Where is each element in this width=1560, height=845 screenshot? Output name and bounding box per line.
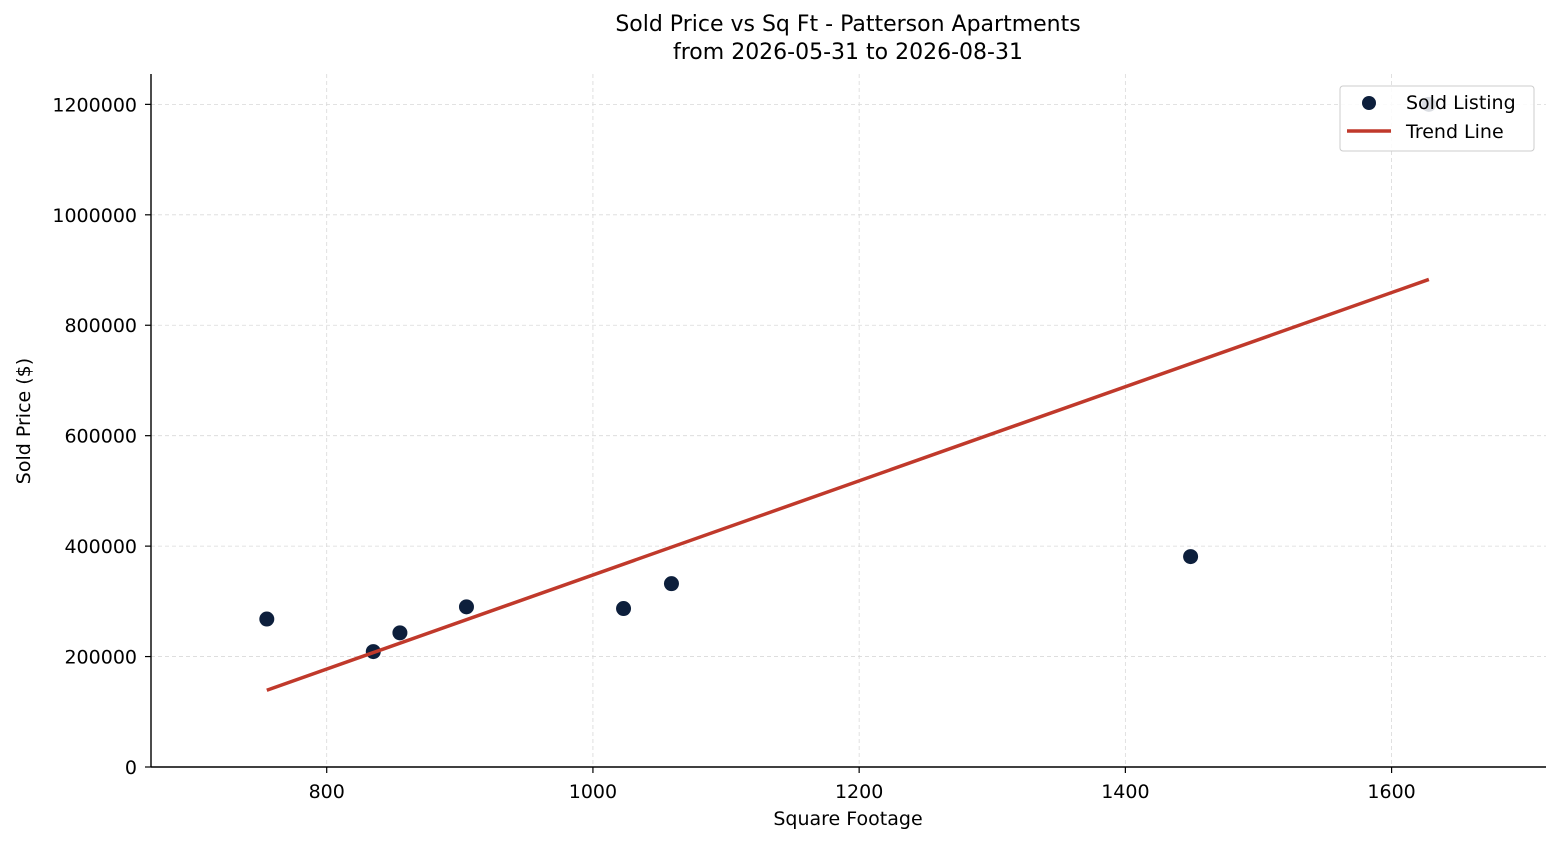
grid — [151, 74, 1546, 768]
series — [259, 96, 1437, 692]
data-point — [616, 601, 632, 617]
ticks: 800 1000 1200 1400 1600 0 200000 400000 600000 80… — [52, 94, 1415, 803]
axes — [150, 74, 1546, 768]
chart-subtitle: from 2026-05-31 to 2026-08-31 — [673, 40, 1023, 65]
legend-marker-sold-listing — [1362, 96, 1376, 110]
y-tick-label: 1000000 — [52, 205, 137, 227]
y-tick-label: 400000 — [64, 536, 137, 558]
x-tick-label: 1400 — [1101, 781, 1149, 803]
y-tick-label: 0 — [125, 757, 137, 779]
data-point — [392, 625, 408, 641]
chart-title: Sold Price vs Sq Ft - Patterson Apartmen… — [615, 12, 1081, 37]
x-tick-label: 1000 — [569, 781, 617, 803]
y-tick-label: 200000 — [64, 647, 137, 669]
legend-label-sold-listing: Sold Listing — [1406, 92, 1516, 114]
data-point — [663, 576, 679, 592]
legend-label-trend-line: Trend Line — [1405, 121, 1504, 143]
data-point — [259, 611, 275, 627]
y-tick-label: 1200000 — [52, 94, 137, 116]
y-tick-label: 600000 — [64, 426, 137, 448]
legend-frame — [1339, 85, 1535, 152]
y-tick-label: 800000 — [64, 315, 137, 337]
data-point — [458, 599, 474, 615]
y-axis-title: Sold Price ($) — [13, 357, 35, 485]
x-axis-title: Square Footage — [773, 808, 923, 830]
trend-line — [266, 277, 1430, 692]
x-tick-label: 1600 — [1367, 781, 1415, 803]
x-tick-label: 800 — [309, 781, 345, 803]
legend: Sold Listing Trend Line — [1339, 85, 1535, 152]
data-point — [1183, 549, 1199, 565]
x-tick-label: 1200 — [835, 781, 883, 803]
